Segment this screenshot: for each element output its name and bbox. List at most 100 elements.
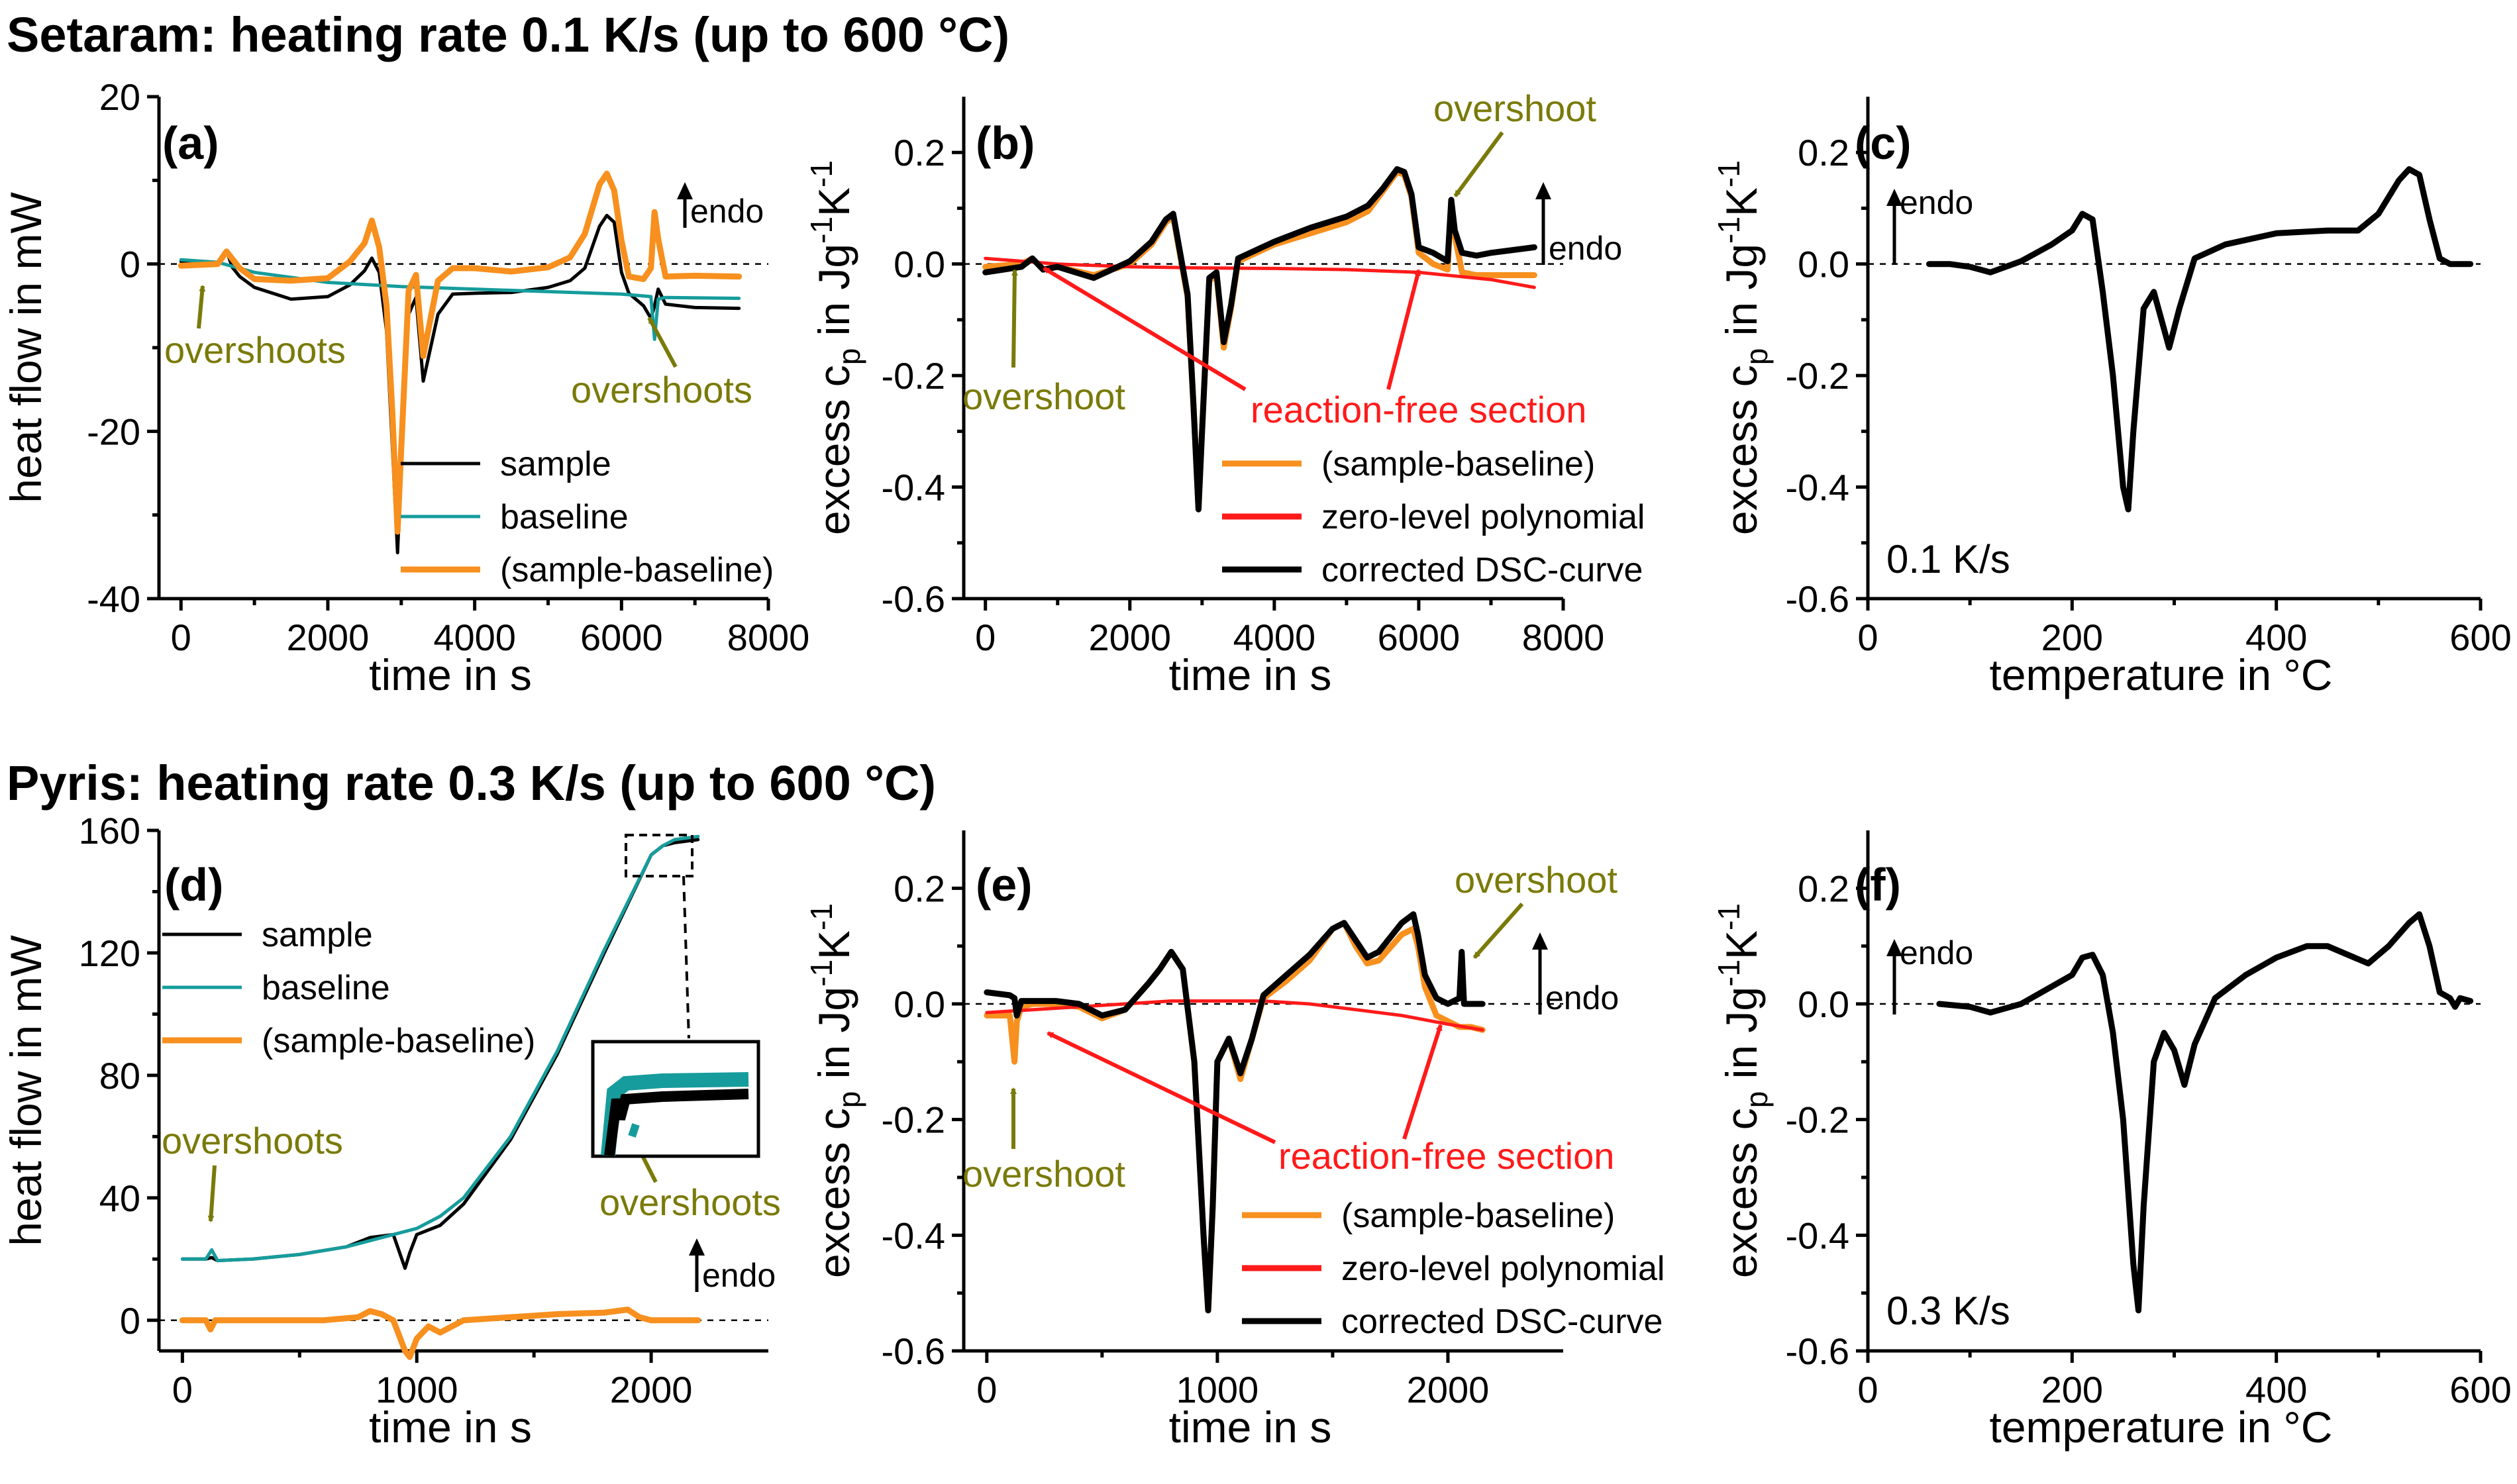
arrow-overshoot-b-bottom xyxy=(1011,269,1018,368)
chart-a-legend-label: (sample-baseline) xyxy=(500,551,774,589)
chart-b-endo-arrowhead xyxy=(1535,182,1551,199)
chart-a-legend-label: baseline xyxy=(500,498,629,536)
annotation-overshoot-b-bottom: overshoot xyxy=(962,375,1125,417)
chart-c-x-tick-label: 600 xyxy=(2449,617,2511,658)
chart-f-endo-label: endo xyxy=(1900,934,1973,971)
chart-e-legend-label: zero-level polynomial xyxy=(1341,1250,1665,1288)
chart-d-legend-label: baseline xyxy=(262,969,390,1007)
chart-a-y-tick-label: 20 xyxy=(99,76,140,118)
chart-a-x-tick-label: 2000 xyxy=(287,617,370,658)
chart-f-series-0 xyxy=(1936,911,2474,1314)
chart-a-x-label: time in s xyxy=(369,650,532,699)
chart-d-endo-arrowhead xyxy=(689,1238,705,1256)
chart-f-endo-arrowhead xyxy=(1886,939,1902,956)
chart-c-panel-label: (c) xyxy=(1855,117,1912,169)
chart-e-y-tick-label: 0.0 xyxy=(894,983,945,1025)
chart-b-x-tick-label: 4000 xyxy=(1233,617,1316,658)
chart-b-x-tick-label: 2000 xyxy=(1088,617,1171,658)
annotations: overshoots overshoots overshoot overshoo… xyxy=(162,87,1618,1223)
arrow-reaction-free-b-right xyxy=(1386,269,1421,390)
chart-c-y-tick-label: -0.6 xyxy=(1786,578,1850,620)
chart-e-series-1 xyxy=(985,999,1484,1032)
chart-b-y-tick-label: 0.0 xyxy=(894,244,945,285)
chart-a-series-1 xyxy=(179,258,741,341)
chart-d-x-tick-label: 0 xyxy=(172,1369,193,1410)
chart-b-y-tick-label: -0.2 xyxy=(882,355,946,397)
arrow-overshoot-e-top xyxy=(1472,903,1524,959)
arrow-overshoots-a-left xyxy=(197,285,206,329)
chart-a-x-tick-label: 6000 xyxy=(580,617,663,658)
chart-d-y-tick-label: 160 xyxy=(79,810,140,852)
chart-d-panel-label: (d) xyxy=(164,859,223,911)
chart-b-x-tick-label: 8000 xyxy=(1522,617,1605,658)
chart-a-legend-label: sample xyxy=(500,445,611,483)
chart-c-y-tick-label: -0.2 xyxy=(1786,355,1850,397)
chart-d-y-tick-label: 80 xyxy=(99,1055,140,1097)
chart-e-legend-label: (sample-baseline) xyxy=(1341,1197,1615,1235)
arrow-overshoots-d-left xyxy=(207,1165,217,1222)
chart-f-panel-label: (f) xyxy=(1855,859,1901,911)
arrow-overshoots-a-right xyxy=(647,317,678,368)
chart-c-y-label: excess cp in Jg-1K-1 xyxy=(1712,160,1774,535)
annotation-overshoots-a-left: overshoots xyxy=(164,329,346,371)
panel-d: 0 1000 2000 0 40 80 120 160 time in s heat flow i… xyxy=(1,810,776,1452)
annotation-overshoots-d-inset: overshoots xyxy=(599,1181,781,1223)
chart-a-endo-arrowhead xyxy=(677,182,693,199)
chart-d-series-1 xyxy=(180,834,700,1263)
chart-d-x-tick-label: 2000 xyxy=(610,1369,693,1410)
annotation-overshoot-e-bottom: overshoot xyxy=(962,1153,1125,1195)
panel-c: 0 200 400 600 -0.6 -0.4 -0.2 0.0 0.2 temperature … xyxy=(1712,97,2512,699)
chart-b-endo-label: endo xyxy=(1549,230,1622,267)
annotation-overshoot-b-top: overshoot xyxy=(1433,87,1596,129)
chart-b-panel-label: (b) xyxy=(976,117,1035,169)
chart-e-panel-label: (e) xyxy=(976,859,1033,911)
chart-d-y-tick-label: 0 xyxy=(120,1300,140,1342)
chart-f-x-tick-label: 400 xyxy=(2245,1369,2307,1410)
chart-b-x-label: time in s xyxy=(1169,650,1332,699)
inset-connector xyxy=(682,875,690,1039)
chart-b-y-tick-label: -0.6 xyxy=(882,578,946,620)
chart-a-x-tick-label: 0 xyxy=(171,617,191,658)
chart-d-y-tick-label: 40 xyxy=(99,1177,140,1219)
chart-b-y-tick-label: -0.4 xyxy=(882,467,946,509)
chart-f-y-label: excess cp in Jg-1K-1 xyxy=(1712,903,1774,1278)
annotation-overshoot-e-top: overshoot xyxy=(1455,859,1618,901)
chart-c-x-tick-label: 0 xyxy=(1857,617,1878,658)
chart-b-x-tick-label: 6000 xyxy=(1378,617,1461,658)
annotation-overshoots-d-left: overshoots xyxy=(162,1120,343,1162)
chart-e-y-tick-label: -0.6 xyxy=(882,1330,946,1372)
chart-e-y-tick-label: -0.4 xyxy=(882,1214,946,1256)
chart-c-x-label: temperature in °C xyxy=(1990,650,2333,699)
chart-c-endo-arrowhead xyxy=(1886,189,1902,206)
chart-d-series-2 xyxy=(179,1307,701,1360)
chart-f-y-tick-label: -0.4 xyxy=(1786,1214,1850,1256)
chart-e-y-label: excess cp in Jg-1K-1 xyxy=(804,903,866,1278)
chart-b-legend-label: zero-level polynomial xyxy=(1321,498,1645,536)
inset-overshoot-mark xyxy=(628,1123,640,1138)
chart-f-y-tick-label: -0.2 xyxy=(1786,1099,1850,1141)
annotation-overshoots-a-right: overshoots xyxy=(571,369,752,411)
chart-e-x-tick-label: 2000 xyxy=(1407,1369,1490,1410)
arrow-overshoot-b-top xyxy=(1453,131,1504,197)
chart-c-y-tick-label: 0.2 xyxy=(1798,132,1849,173)
chart-a-y-tick-label: -20 xyxy=(87,411,140,452)
chart-d-y-tick-label: 120 xyxy=(79,932,140,974)
chart-a-panel-label: (a) xyxy=(162,117,219,169)
chart-c-endo-label: endo xyxy=(1900,184,1973,221)
inset-d xyxy=(591,834,760,1158)
chart-e-y-tick-label: -0.2 xyxy=(882,1099,946,1141)
chart-e-endo-arrowhead xyxy=(1532,932,1548,950)
chart-c-rate-label: 0.1 K/s xyxy=(1886,537,2010,581)
chart-a-series-2 xyxy=(178,170,743,535)
chart-e-endo-label: endo xyxy=(1545,979,1619,1016)
chart-f-x-tick-label: 600 xyxy=(2449,1369,2511,1410)
arrow-reaction-free-e-left xyxy=(1047,1031,1276,1144)
annotation-reaction-free-e: reaction-free section xyxy=(1278,1135,1614,1177)
chart-a-y-label: heat flow in mW xyxy=(1,192,50,503)
chart-a-endo-label: endo xyxy=(690,193,764,230)
chart-a-y-tick-label: -40 xyxy=(87,578,140,620)
chart-f-y-tick-label: 0.0 xyxy=(1798,983,1849,1025)
panel-f: 0 200 400 600 -0.6 -0.4 -0.2 0.0 0.2 temperature … xyxy=(1712,830,2512,1452)
chart-e-x-tick-label: 0 xyxy=(976,1369,997,1410)
